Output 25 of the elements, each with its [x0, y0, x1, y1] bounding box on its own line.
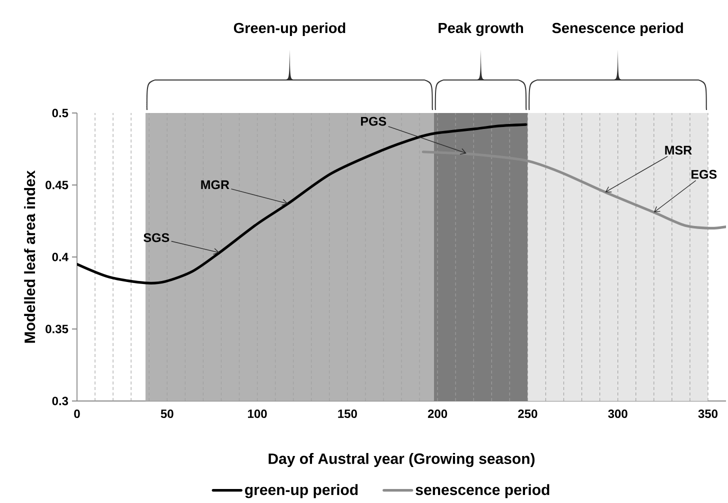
legend-label: senescence period	[416, 484, 550, 498]
text: Senescence period	[552, 22, 683, 36]
annotation: SGS	[144, 233, 170, 242]
annotation: MSR	[665, 146, 692, 155]
legend-label: green-up period	[245, 484, 358, 498]
x-axis-title: Day of Austral year (Growing season)	[268, 453, 535, 468]
y-tick-label: 0.3	[52, 396, 68, 406]
annotation: MGR	[201, 180, 230, 190]
annotation: PGS	[361, 116, 386, 126]
annotation: EGS	[692, 170, 717, 179]
y-tick-label: 0.4	[52, 252, 68, 262]
y-axis-title: Modelled leaf area index	[24, 170, 36, 343]
y-tick-label: 0.45	[46, 180, 68, 190]
text: Peak growth	[438, 22, 524, 36]
x-tick-label: 50	[160, 410, 174, 418]
x-tick-label: 350	[698, 410, 718, 418]
x-tick-label: 150	[338, 410, 357, 418]
x-tick-label: 250	[518, 410, 538, 418]
x-tick-label: 0	[74, 410, 80, 418]
y-tick-label: 0.35	[46, 324, 68, 334]
y-tick-label: 0.5	[52, 108, 68, 118]
text: Green-up period	[234, 22, 346, 36]
x-tick-label: 100	[248, 410, 267, 418]
x-tick-label: 200	[428, 410, 448, 418]
x-tick-label: 300	[608, 410, 628, 418]
